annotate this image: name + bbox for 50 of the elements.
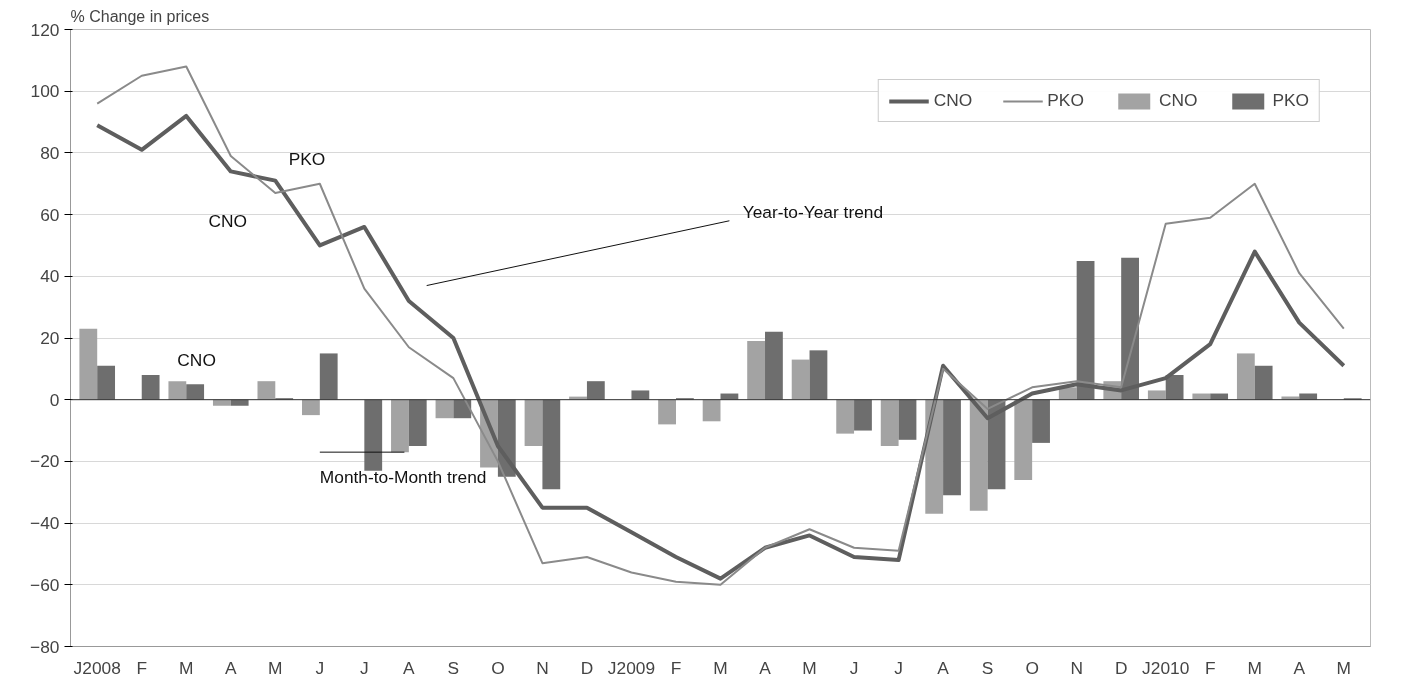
x-tick-label: F bbox=[1204, 657, 1216, 678]
x-tick-label: M bbox=[1247, 657, 1262, 678]
x-tick-label: O bbox=[491, 657, 505, 678]
y-tick-label: 0 bbox=[49, 389, 60, 410]
y-tick-label: 80 bbox=[40, 142, 60, 163]
y-tick-label: 60 bbox=[40, 204, 60, 225]
y-tick-label: 100 bbox=[30, 81, 60, 102]
x-tick-label: A bbox=[1293, 657, 1306, 678]
x-tick-label: D bbox=[580, 657, 594, 678]
x-tick-label: J2010 bbox=[1142, 657, 1190, 678]
x-tick-label: N bbox=[1070, 657, 1083, 678]
x-tick-label: J2009 bbox=[607, 657, 656, 678]
x-tick-label: D bbox=[1114, 657, 1128, 678]
y-tick-label: −40 bbox=[30, 513, 60, 534]
x-tick-label: A bbox=[225, 657, 237, 678]
x-tick-label: A bbox=[403, 657, 416, 678]
x-tick-label: S bbox=[981, 657, 994, 678]
x-tick-label: M bbox=[802, 657, 817, 678]
y-tick-label: 40 bbox=[40, 266, 60, 287]
y-tick-label: −80 bbox=[30, 636, 60, 657]
annotation: CNO bbox=[177, 349, 216, 370]
x-tick-label: O bbox=[1025, 657, 1039, 678]
x-tick-label: S bbox=[447, 657, 460, 678]
annotation: PKO bbox=[288, 149, 326, 170]
x-tick-label: N bbox=[536, 657, 549, 678]
legend-label: CNO bbox=[1158, 90, 1198, 111]
legend-label: PKO bbox=[1272, 90, 1309, 111]
y-tick-label: −20 bbox=[30, 451, 60, 472]
y-tick-label: −60 bbox=[30, 574, 60, 595]
x-tick-label: A bbox=[937, 657, 950, 678]
x-tick-label: M bbox=[713, 657, 728, 678]
x-tick-label: M bbox=[179, 657, 194, 678]
x-tick-label: J bbox=[849, 657, 859, 678]
annotation: Month-to-Month trend bbox=[319, 466, 487, 487]
legend-label: PKO bbox=[1047, 90, 1084, 111]
x-tick-label: J bbox=[894, 657, 903, 678]
x-tick-label: J bbox=[360, 657, 369, 678]
x-tick-label: F bbox=[136, 657, 148, 678]
y-axis-title: % Change in prices bbox=[70, 7, 210, 25]
x-tick-label: J2008 bbox=[73, 657, 121, 678]
x-tick-label: J bbox=[315, 657, 325, 678]
y-tick-label: 20 bbox=[40, 328, 60, 348]
x-tick-label: M bbox=[1336, 657, 1352, 678]
x-tick-label: F bbox=[670, 657, 682, 678]
y-tick-label: 120 bbox=[30, 19, 60, 40]
x-tick-label: A bbox=[759, 657, 772, 678]
annotation: Year-to-Year trend bbox=[742, 201, 884, 222]
x-tick-label: M bbox=[268, 657, 283, 678]
annotation: CNO bbox=[208, 210, 248, 231]
legend-label: CNO bbox=[933, 90, 973, 111]
